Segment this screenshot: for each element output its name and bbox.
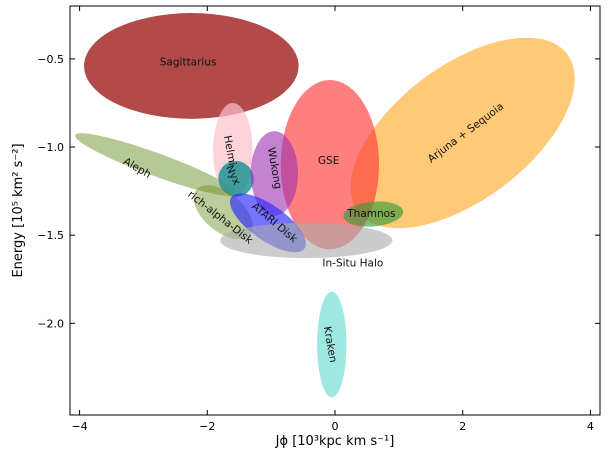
- y-tick-label: −0.5: [37, 53, 64, 66]
- regions-layer: [75, 13, 575, 398]
- y-axis-label: Energy [10⁵ km² s⁻²]: [11, 143, 26, 277]
- region-nyx: [218, 160, 254, 197]
- region-label-sagittarius: Sagittarius: [160, 56, 217, 68]
- x-tick-label: 0: [332, 420, 339, 433]
- region-wukong: [250, 131, 298, 216]
- region-thamnos: [343, 201, 404, 227]
- region-kraken: [317, 291, 347, 398]
- region-label-in-situ-halo: In-Situ Halo: [322, 257, 383, 269]
- region-aleph: [75, 133, 238, 197]
- y-tick-label: −2.0: [37, 317, 64, 330]
- x-tick-label: −4: [71, 420, 87, 433]
- region-label-helmi: Helmi: [221, 135, 238, 167]
- y-tick-label: −1.0: [37, 141, 64, 154]
- region-arjuna-sequoia: [350, 37, 575, 229]
- x-axis-label: Jϕ [10³kpc km s⁻¹]: [275, 434, 395, 449]
- y-tick-label: −1.5: [37, 229, 64, 242]
- region-rich-alpha-disk: [193, 185, 253, 240]
- x-tick-label: 2: [459, 420, 466, 433]
- region-label-thamnos: Thamnos: [346, 208, 395, 220]
- region-sagittarius: [84, 13, 299, 119]
- x-tick-label: −2: [199, 420, 215, 433]
- x-tick-label: 4: [587, 420, 594, 433]
- region-label-gse: GSE: [318, 155, 339, 167]
- region-in-situ-halo: [220, 222, 393, 259]
- axis-ticks-layer: −4 −2 0 2 4 −0.5 −1.0 −1.5 −2.0: [37, 6, 600, 433]
